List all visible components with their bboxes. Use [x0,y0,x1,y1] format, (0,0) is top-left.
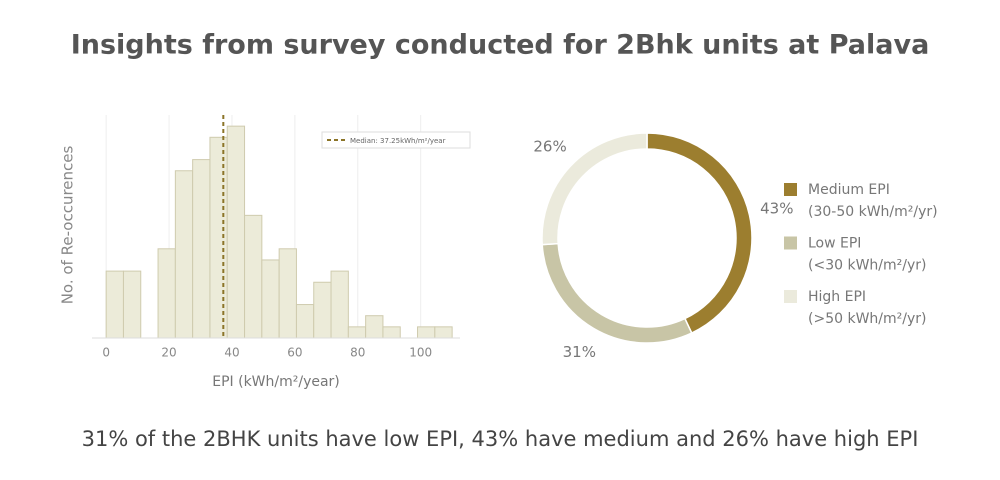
legend-range: (30-50 kWh/m²/yr) [808,204,938,220]
bar [105,270,124,339]
page-title: Insights from survey conducted for 2Bhk … [71,30,930,61]
value-label: 31% [563,343,596,361]
bar [313,281,332,339]
legend-label: High EPI [808,289,866,305]
x-tick-label: 20 [161,346,176,360]
bar [417,326,436,339]
bar [365,315,384,339]
x-tick-label: 100 [409,346,432,360]
x-tick-label: 60 [287,346,302,360]
bar [330,270,349,339]
bar [295,304,315,339]
bar [174,170,194,339]
bar [382,326,401,339]
bar [434,326,453,339]
bar [261,259,280,339]
bar [192,159,211,339]
legend-label: Low EPI [808,236,861,252]
bar [278,248,297,339]
x-tick-label: 80 [350,346,365,360]
legend-range: (<30 kWh/m²/yr) [808,258,926,274]
legend-range: (>50 kWh/m²/yr) [808,311,926,327]
legend-swatch [784,183,797,196]
legend-label: Medium EPI [808,182,890,198]
donut-segment [541,242,693,344]
caption: 31% of the 2BHK units have low EPI, 43% … [82,427,919,451]
bar [347,326,367,339]
bar [157,248,176,339]
value-label: 26% [533,137,566,155]
value-label: 43% [760,199,793,217]
legend-swatch [784,290,797,303]
x-axis-label: EPI (kWh/m²/year) [212,374,340,390]
bar [226,125,246,339]
x-tick-label: 40 [224,346,239,360]
bar [122,270,142,339]
median-legend-box [321,131,471,149]
bar [244,214,263,339]
legend-swatch [784,236,797,250]
x-tick-label: 0 [102,346,110,360]
bar [209,136,228,339]
donut-segment [646,132,753,335]
median-legend-label: Median: 37.25kWh/m²/year [350,137,446,145]
donut-segment [541,132,648,246]
y-axis-label: No. of Re-occurences [59,146,77,305]
